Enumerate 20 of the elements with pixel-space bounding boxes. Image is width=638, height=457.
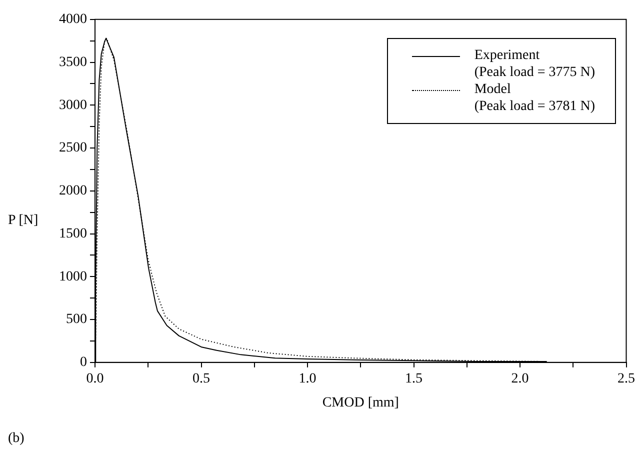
x-axis-title: CMOD [mm] xyxy=(322,395,399,410)
y-tick-label: 0 xyxy=(80,355,87,370)
x-tick-label: 2.5 xyxy=(618,371,635,386)
x-tick-label: 1.0 xyxy=(298,371,316,386)
y-axis-title: P [N] xyxy=(8,213,38,229)
y-tick-label: 3500 xyxy=(59,54,87,70)
legend-label: Experiment (Peak load = 3775 N) xyxy=(474,47,595,81)
y-tick-label: 4000 xyxy=(59,12,87,28)
x-tick-label: 0.0 xyxy=(86,371,104,386)
y-tick-label: 1000 xyxy=(59,269,87,284)
y-tick-label: 1500 xyxy=(59,226,87,242)
text: (b) xyxy=(8,431,24,447)
y-tick-label: 2000 xyxy=(59,184,87,199)
x-tick-label: 0.5 xyxy=(192,371,210,386)
y-tick-label: 500 xyxy=(66,312,87,328)
y-tick-label: 3000 xyxy=(59,98,87,113)
legend-label: Model (Peak load = 3781 N) xyxy=(474,81,595,115)
x-tick-label: 2.0 xyxy=(511,371,529,386)
y-tick-label: 2500 xyxy=(59,140,87,156)
x-tick-label: 1.5 xyxy=(405,371,422,386)
